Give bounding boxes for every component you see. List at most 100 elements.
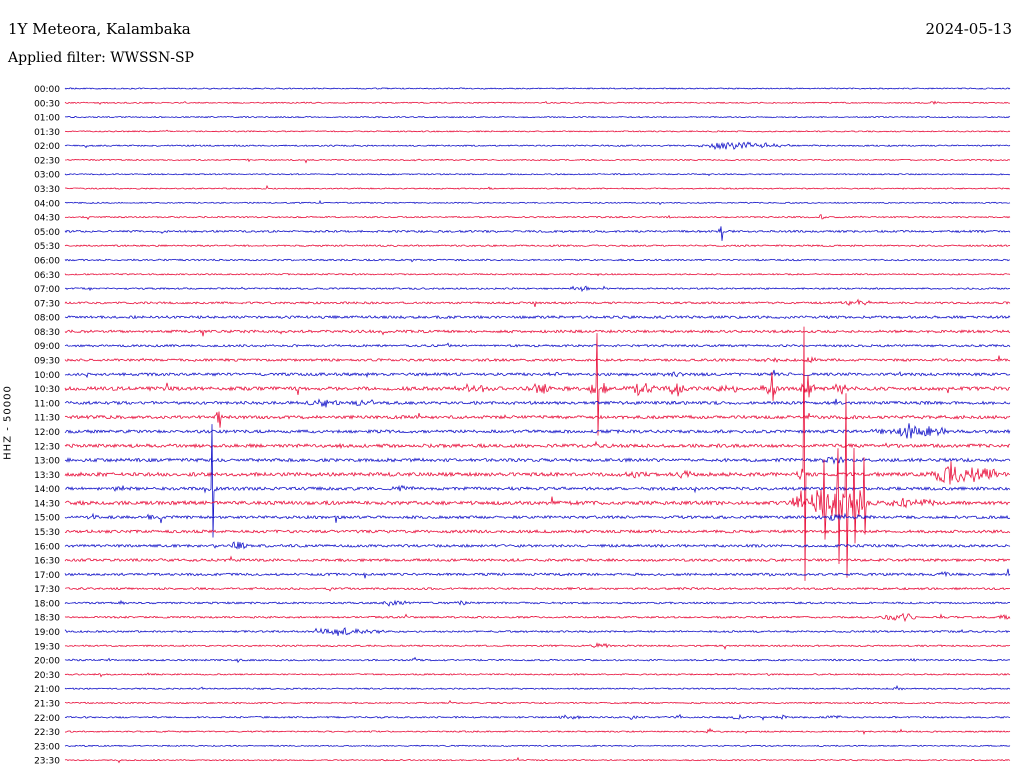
trace-12:30 [64, 440, 1011, 450]
trace-18:00 [64, 599, 1010, 607]
time-label-15:00: 15:00 [34, 514, 60, 524]
trace-17:00 [64, 568, 1011, 579]
time-label-12:30: 12:30 [34, 442, 60, 452]
trace-07:00 [64, 285, 1011, 293]
trace-15:30 [64, 529, 1011, 534]
trace-23:30 [64, 756, 1011, 764]
trace-08:30 [64, 329, 1011, 337]
trace-05:30 [64, 244, 1011, 248]
time-label-21:00: 21:00 [34, 685, 60, 695]
trace-19:30 [64, 642, 1011, 650]
trace-21:30 [64, 699, 1011, 705]
trace-18:30 [64, 612, 1011, 623]
time-label-11:30: 11:30 [34, 414, 60, 424]
trace-22:30 [65, 727, 1011, 736]
time-label-11:00: 11:00 [34, 399, 60, 409]
trace-09:00 [64, 342, 1011, 348]
time-label-22:00: 22:00 [34, 714, 60, 724]
trace-04:30 [64, 213, 1011, 220]
trace-15:00 [64, 512, 1011, 524]
time-label-19:30: 19:30 [34, 642, 60, 652]
time-label-23:30: 23:30 [34, 757, 60, 767]
time-label-08:00: 08:00 [34, 314, 60, 324]
trace-01:30 [64, 129, 1011, 133]
time-label-07:00: 07:00 [34, 285, 60, 295]
trace-11:30 [64, 411, 1011, 428]
trace-21:00 [64, 685, 1011, 691]
trace-16:00 [64, 541, 1011, 550]
trace-13:30 [64, 326, 1011, 581]
time-label-23:00: 23:00 [34, 742, 60, 752]
trace-20:00 [64, 656, 1011, 664]
time-label-05:00: 05:00 [34, 228, 60, 238]
trace-22:00 [64, 713, 1011, 721]
time-label-06:30: 06:30 [34, 271, 60, 281]
time-label-15:30: 15:30 [34, 528, 60, 538]
trace-10:30 [64, 333, 1011, 436]
trace-20:30 [64, 672, 1011, 678]
time-label-01:00: 01:00 [34, 114, 60, 124]
trace-12:00 [64, 423, 1011, 439]
time-label-16:30: 16:30 [34, 557, 60, 567]
time-label-01:30: 01:30 [34, 128, 60, 138]
time-label-13:00: 13:00 [34, 457, 60, 467]
trace-10:00 [64, 369, 1011, 379]
trace-02:00 [64, 141, 1011, 151]
trace-01:00 [64, 115, 1011, 119]
time-label-19:00: 19:00 [34, 628, 60, 638]
time-label-17:00: 17:00 [34, 571, 60, 581]
time-label-02:00: 02:00 [34, 142, 60, 152]
trace-23:00 [64, 744, 1011, 748]
time-label-09:00: 09:00 [34, 342, 60, 352]
time-label-04:30: 04:30 [34, 214, 60, 224]
trace-06:00 [64, 258, 1011, 263]
trace-04:00 [64, 199, 1011, 206]
time-label-10:30: 10:30 [34, 385, 60, 395]
time-label-10:00: 10:00 [34, 371, 60, 381]
trace-16:30 [64, 555, 1011, 563]
time-label-13:30: 13:30 [34, 471, 60, 481]
trace-14:00 [64, 424, 1011, 538]
trace-05:00 [64, 226, 1011, 241]
time-label-20:00: 20:00 [34, 657, 60, 667]
trace-03:00 [64, 173, 1011, 177]
trace-03:30 [64, 184, 1011, 190]
time-label-22:30: 22:30 [34, 728, 60, 738]
time-label-00:30: 00:30 [34, 99, 60, 109]
trace-02:30 [64, 158, 1011, 164]
time-label-17:30: 17:30 [34, 585, 60, 595]
time-label-04:00: 04:00 [34, 199, 60, 209]
time-label-14:30: 14:30 [34, 499, 60, 509]
time-label-00:00: 00:00 [34, 85, 60, 95]
time-label-18:00: 18:00 [34, 599, 60, 609]
trace-07:30 [64, 298, 1011, 308]
station-title: 1Y Meteora, Kalambaka [8, 20, 191, 38]
trace-14:30 [64, 393, 1011, 578]
trace-19:00 [64, 627, 1011, 636]
time-label-12:00: 12:00 [34, 428, 60, 438]
trace-06:30 [64, 272, 1011, 277]
time-label-03:00: 03:00 [34, 171, 60, 181]
time-label-18:30: 18:30 [34, 614, 60, 624]
time-label-05:30: 05:30 [34, 242, 60, 252]
time-label-16:00: 16:00 [34, 542, 60, 552]
trace-17:30 [64, 586, 1011, 592]
filter-label: Applied filter: WWSSN-SP [8, 50, 194, 66]
date-label: 2024-05-13 [925, 20, 1012, 38]
trace-00:00 [64, 87, 1011, 90]
time-label-03:30: 03:30 [34, 185, 60, 195]
trace-11:00 [64, 398, 1011, 408]
time-label-20:30: 20:30 [34, 671, 60, 681]
time-label-14:00: 14:00 [34, 485, 60, 495]
trace-00:30 [64, 100, 1011, 105]
time-label-02:30: 02:30 [34, 156, 60, 166]
time-label-07:30: 07:30 [34, 299, 60, 309]
time-label-08:30: 08:30 [34, 328, 60, 338]
trace-08:00 [64, 314, 1011, 320]
trace-13:00 [64, 456, 1011, 465]
time-label-21:30: 21:30 [34, 700, 60, 710]
time-label-09:30: 09:30 [34, 357, 60, 367]
time-label-06:00: 06:00 [34, 257, 60, 267]
